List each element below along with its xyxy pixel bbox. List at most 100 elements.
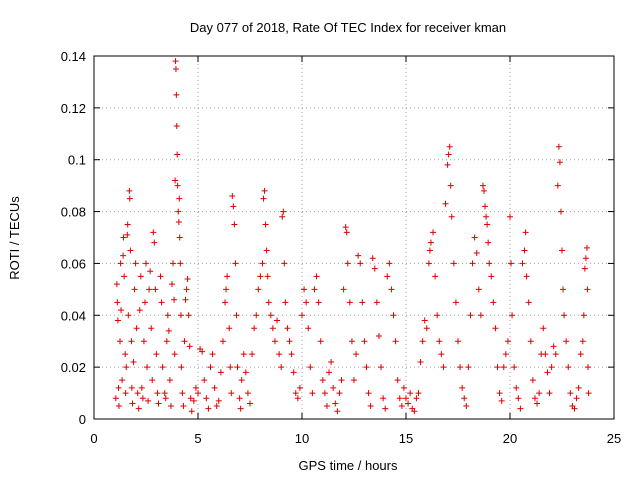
data-point bbox=[154, 390, 161, 397]
data-point bbox=[303, 299, 310, 306]
data-point bbox=[292, 390, 299, 397]
data-point bbox=[467, 312, 474, 319]
data-point bbox=[513, 384, 520, 391]
data-point bbox=[240, 351, 247, 358]
data-point bbox=[134, 390, 141, 397]
x-tick-label: 20 bbox=[503, 431, 517, 446]
data-point bbox=[579, 338, 586, 345]
data-point bbox=[427, 239, 434, 246]
data-point bbox=[190, 397, 197, 404]
data-point bbox=[117, 260, 124, 267]
data-point bbox=[340, 286, 347, 293]
data-point bbox=[396, 395, 403, 402]
data-point bbox=[585, 364, 591, 371]
data-point bbox=[177, 260, 184, 267]
data-point bbox=[232, 260, 239, 267]
data-point bbox=[213, 403, 220, 410]
data-point bbox=[132, 260, 139, 267]
data-point bbox=[115, 384, 122, 391]
data-point bbox=[282, 299, 289, 306]
x-tick-label: 10 bbox=[295, 431, 309, 446]
x-tick-label: 15 bbox=[399, 431, 413, 446]
data-point bbox=[336, 390, 343, 397]
data-point bbox=[135, 405, 142, 412]
data-point bbox=[301, 286, 308, 293]
data-point bbox=[157, 273, 164, 280]
data-point bbox=[180, 403, 187, 410]
data-point bbox=[525, 299, 532, 306]
data-point bbox=[573, 395, 580, 402]
data-point bbox=[174, 182, 181, 189]
data-point bbox=[369, 255, 376, 262]
data-point bbox=[192, 384, 199, 391]
data-point bbox=[517, 405, 524, 412]
data-point bbox=[585, 390, 592, 397]
data-point bbox=[334, 408, 341, 415]
data-point bbox=[581, 265, 588, 272]
data-point bbox=[305, 325, 312, 332]
y-tick-label: 0.08 bbox=[61, 205, 86, 220]
data-point bbox=[552, 351, 559, 358]
data-point bbox=[207, 364, 214, 371]
data-point bbox=[363, 364, 370, 371]
data-point bbox=[222, 299, 229, 306]
data-point bbox=[407, 390, 414, 397]
data-point bbox=[164, 312, 171, 319]
data-point bbox=[130, 358, 137, 365]
data-point bbox=[419, 338, 426, 345]
data-point bbox=[580, 312, 587, 319]
data-point bbox=[215, 397, 222, 404]
data-point bbox=[173, 91, 180, 98]
data-point bbox=[120, 234, 127, 241]
data-point bbox=[371, 265, 378, 272]
data-point bbox=[398, 403, 405, 410]
data-point bbox=[161, 390, 168, 397]
data-point bbox=[158, 299, 165, 306]
data-point bbox=[417, 358, 424, 365]
data-point bbox=[540, 325, 547, 332]
data-point bbox=[323, 403, 330, 410]
y-tick-label: 0.12 bbox=[61, 101, 86, 116]
data-point bbox=[481, 187, 487, 194]
data-point bbox=[367, 403, 374, 410]
data-point bbox=[150, 229, 157, 236]
data-point bbox=[483, 213, 490, 220]
data-point bbox=[226, 325, 233, 332]
data-point bbox=[173, 123, 180, 130]
data-point bbox=[332, 400, 339, 407]
data-point bbox=[163, 338, 170, 345]
data-point bbox=[463, 403, 470, 410]
data-point bbox=[294, 395, 301, 402]
data-point bbox=[434, 312, 441, 319]
data-point bbox=[247, 400, 253, 407]
data-point bbox=[319, 377, 326, 384]
data-point bbox=[231, 221, 238, 228]
data-point bbox=[172, 58, 179, 65]
data-point bbox=[152, 286, 159, 293]
data-point bbox=[128, 338, 135, 345]
data-point bbox=[228, 390, 235, 397]
data-point bbox=[442, 200, 449, 207]
data-point bbox=[321, 390, 328, 397]
data-point bbox=[242, 369, 249, 376]
data-point bbox=[159, 364, 166, 371]
y-tick-label: 0 bbox=[79, 412, 86, 427]
data-point bbox=[448, 213, 455, 220]
data-point bbox=[136, 307, 143, 314]
data-point bbox=[177, 312, 184, 319]
data-point bbox=[536, 390, 543, 397]
data-point bbox=[353, 351, 360, 358]
data-point bbox=[263, 247, 270, 254]
data-point bbox=[201, 377, 208, 384]
data-point bbox=[447, 182, 454, 189]
data-point bbox=[129, 400, 136, 407]
data-point bbox=[274, 317, 281, 324]
data-point bbox=[175, 208, 182, 215]
data-point bbox=[139, 395, 146, 402]
data-point bbox=[426, 247, 433, 254]
data-point bbox=[386, 260, 393, 267]
data-point bbox=[259, 260, 266, 267]
data-point bbox=[284, 325, 291, 332]
data-point bbox=[144, 364, 151, 371]
data-point bbox=[346, 299, 353, 306]
